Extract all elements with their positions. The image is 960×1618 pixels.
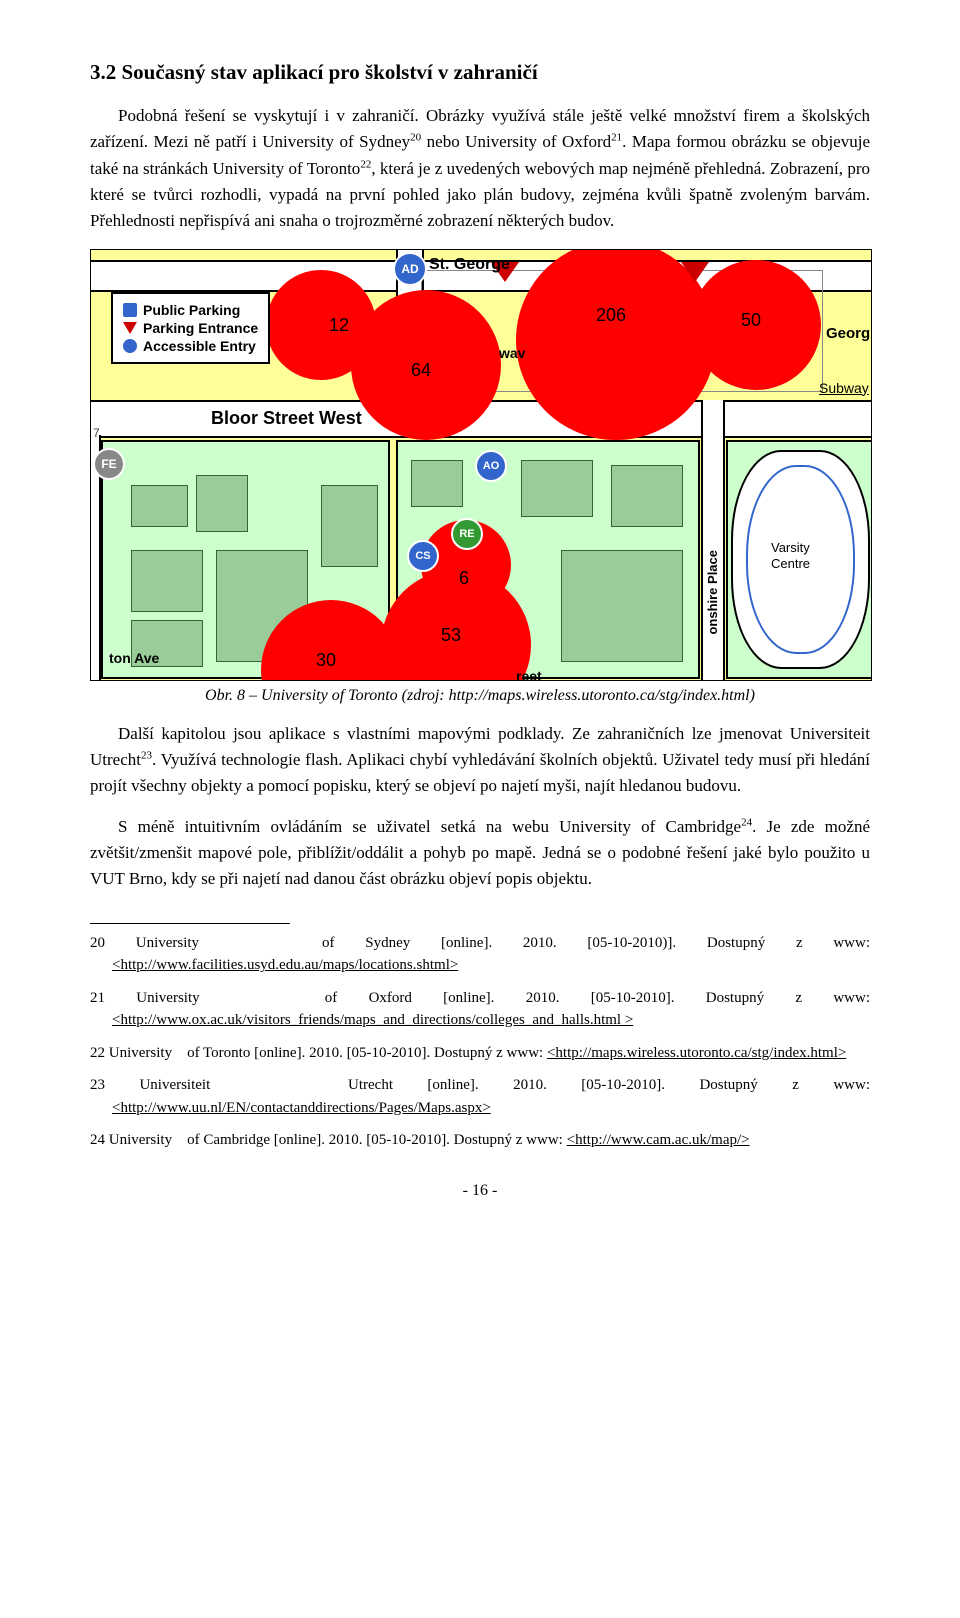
section-heading: 3.2 Současný stav aplikací pro školství … [90, 60, 870, 85]
badge-cs: CS [407, 540, 439, 572]
legend-2: Parking Entrance [143, 320, 258, 336]
bldg-7 [411, 460, 463, 507]
label-bloor: Bloor Street West [211, 408, 362, 429]
sup-23: 23 [141, 749, 152, 761]
label-georg: Georg [826, 325, 870, 342]
fn24-url: <http://www.cam.ac.uk/map/> [567, 1132, 750, 1148]
p3-a: S méně intuitivním ovládáním se uživatel… [118, 817, 741, 836]
figure-map: Varsity Centre 12 64 206 50 6 53 30 AD F… [90, 249, 872, 681]
bldg-8 [521, 460, 593, 517]
page-number: - 16 - [90, 1182, 870, 1200]
label-varsity-2: Centre [771, 556, 810, 571]
road-onshire [701, 400, 725, 680]
badge-ad: AD [393, 252, 427, 286]
legend-1: Public Parking [143, 302, 240, 318]
legend-3: Accessible Entry [143, 338, 256, 354]
num-6: 6 [459, 568, 469, 589]
fn23-rest: Utrecht [online]. 2010. [05-10-2010]. Do… [348, 1077, 870, 1093]
p1-b: nebo University of Oxford [421, 132, 611, 151]
fn21-url: <http://www.ox.ac.uk/visitors_friends/ma… [112, 1012, 633, 1028]
fn23-prefix: 23 Universiteit [90, 1077, 210, 1093]
num-206: 206 [596, 305, 626, 326]
fn21-rest: of Oxford [online]. 2010. [05-10-2010]. … [325, 990, 870, 1006]
accessible-icon [123, 339, 137, 353]
label-7: 7 [93, 426, 100, 440]
bldg-9 [611, 465, 683, 527]
footnote-24: 24 University of Cambridge [online]. 201… [90, 1129, 870, 1152]
legend-row-2: Parking Entrance [123, 320, 258, 336]
label-wav: wav [499, 345, 525, 361]
fn22-rest: of Toronto [online]. 2010. [05-10-2010].… [187, 1045, 543, 1061]
badge-fe: FE [93, 448, 125, 480]
label-tonave: ton Ave [109, 650, 159, 666]
fn24-rest: of Cambridge [online]. 2010. [05-10-2010… [187, 1132, 563, 1148]
fn22-url: <http://maps.wireless.utoronto.ca/stg/in… [547, 1045, 846, 1061]
paragraph-1: Podobná řešení se vyskytují i v zahranič… [90, 103, 870, 235]
fn22-prefix: 22 University [90, 1045, 172, 1061]
sup-22: 22 [360, 158, 371, 170]
paragraph-3: S méně intuitivním ovládáním se uživatel… [90, 814, 870, 893]
label-reet: reet [516, 668, 542, 681]
sup-21: 21 [611, 132, 622, 144]
bldg-2 [196, 475, 248, 532]
num-30: 30 [316, 650, 336, 671]
footnote-23: 23 Universiteit Utrecht [online]. 2010. … [90, 1074, 870, 1119]
fn24-prefix: 24 University [90, 1132, 172, 1148]
fn21-prefix: 21 University [90, 990, 200, 1006]
num-64: 64 [411, 360, 431, 381]
fn20-rest: of Sydney [online]. 2010. [05-10-2010)].… [322, 935, 870, 951]
num-12: 12 [329, 315, 349, 336]
sup-24: 24 [741, 816, 752, 828]
footnote-21: 21 University of Oxford [online]. 2010. … [90, 987, 870, 1032]
map-legend: Public Parking Parking Entrance Accessib… [111, 292, 270, 364]
legend-row-1: Public Parking [123, 302, 258, 318]
bldg-3 [131, 550, 203, 612]
footnote-22: 22 University of Toronto [online]. 2010.… [90, 1042, 870, 1065]
bldg-6 [321, 485, 378, 567]
footnote-20: 20 University of Sydney [online]. 2010. … [90, 932, 870, 977]
num-53: 53 [441, 625, 461, 646]
label-stgeorge: St. George [429, 256, 510, 274]
p2-b: . Využívá technologie flash. Aplikaci ch… [90, 750, 870, 795]
fn20-url: <http://www.facilities.usyd.edu.au/maps/… [112, 957, 458, 973]
entrance-icon [123, 322, 137, 334]
parking-icon [123, 303, 137, 317]
sup-20: 20 [410, 132, 421, 144]
footnote-separator [90, 923, 290, 924]
label-varsity-1: Varsity [771, 540, 810, 555]
bldg-1 [131, 485, 188, 527]
label-onshire: onshire Place [705, 550, 720, 635]
badge-re: RE [451, 518, 483, 550]
legend-row-3: Accessible Entry [123, 338, 258, 354]
label-subway: Subway [819, 380, 869, 396]
badge-ao: AO [475, 450, 507, 482]
triangle-icon-2 [681, 262, 709, 282]
fn23-url: <http://www.uu.nl/EN/contactanddirection… [112, 1100, 491, 1116]
num-50: 50 [741, 310, 761, 331]
paragraph-2: Další kapitolou jsou aplikace s vlastním… [90, 721, 870, 800]
fn20-prefix: 20 University [90, 935, 199, 951]
figure-caption: Obr. 8 – University of Toronto (zdroj: h… [90, 687, 870, 705]
bldg-10 [561, 550, 683, 662]
